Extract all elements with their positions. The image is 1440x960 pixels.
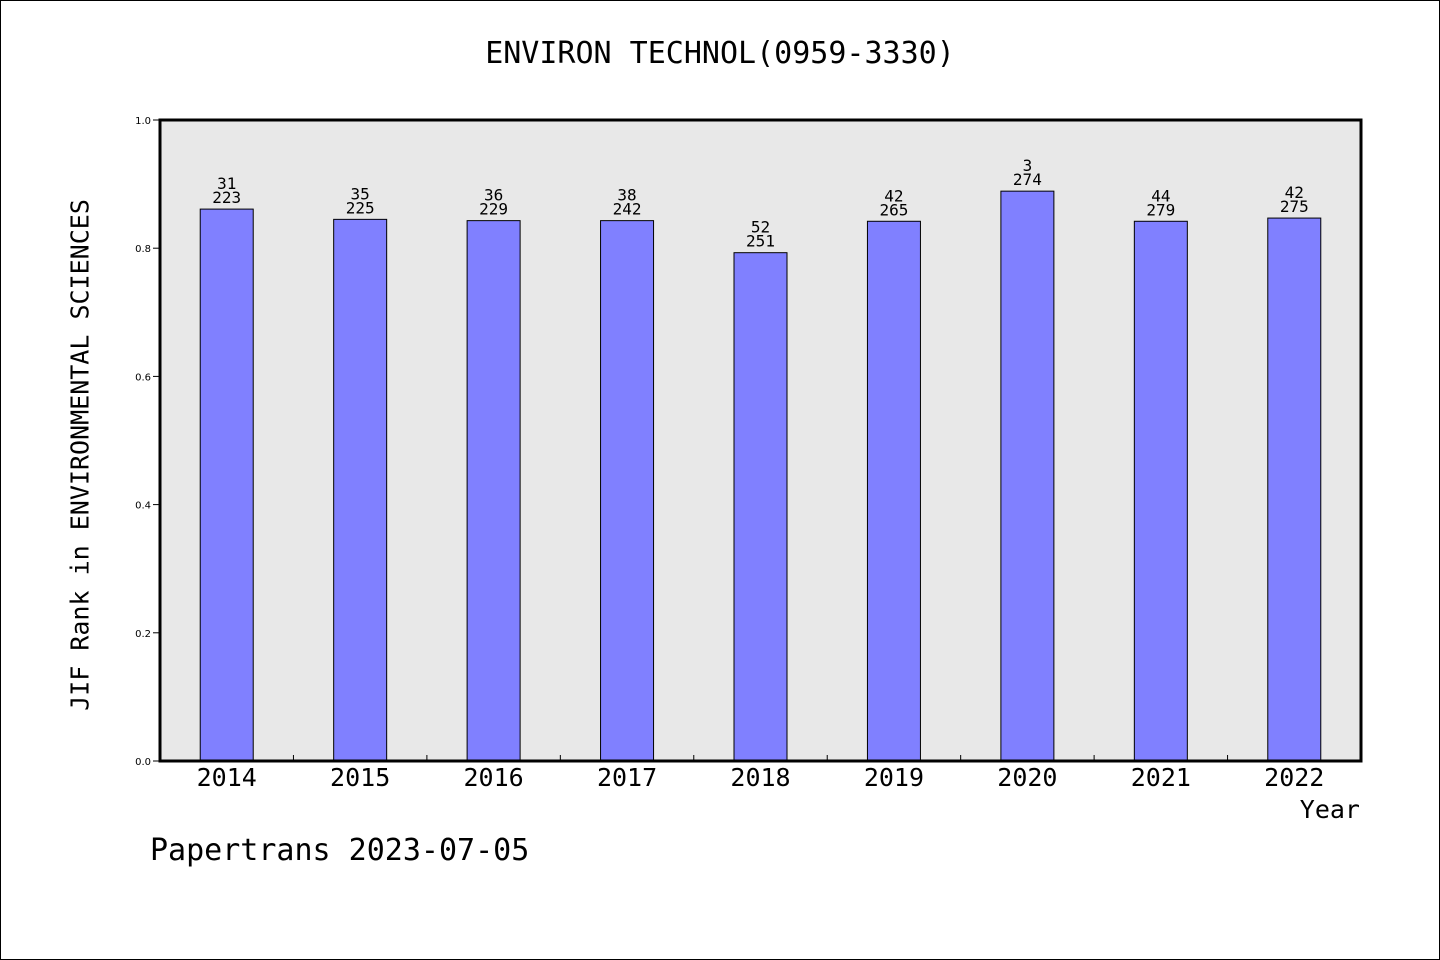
x-tick-label: 2018 bbox=[730, 763, 790, 792]
x-tick-label: 2017 bbox=[597, 763, 657, 792]
bar bbox=[466, 220, 521, 762]
x-axis-ticks: 2014 2015 2016 2017 2018 2019 2020 2021 2022 bbox=[197, 755, 1324, 792]
bar-total-label: 275 bbox=[1280, 197, 1309, 216]
x-tick-label: 2015 bbox=[330, 763, 390, 792]
bar-total-label: 274 bbox=[1013, 170, 1042, 189]
bar-total-label: 229 bbox=[479, 200, 508, 219]
y-tick-label: 1.0 bbox=[135, 116, 151, 127]
bar-total-label: 251 bbox=[746, 232, 775, 251]
bar bbox=[600, 220, 655, 762]
bar-total-label: 223 bbox=[212, 188, 241, 207]
bar bbox=[1133, 220, 1188, 762]
y-tick-label: 0.8 bbox=[135, 244, 151, 255]
y-axis-ticks: 0.0 0.2 0.4 0.6 0.8 1.0 bbox=[135, 116, 160, 768]
bar-rank-label: 35 bbox=[351, 184, 370, 203]
bar bbox=[866, 220, 921, 762]
x-tick-label: 2022 bbox=[1264, 763, 1324, 792]
plot-border bbox=[158, 118, 1363, 763]
bar bbox=[199, 208, 254, 762]
bar-rank-label: 42 bbox=[1285, 183, 1304, 202]
bar bbox=[733, 252, 788, 762]
bar bbox=[333, 218, 388, 762]
y-tick-label: 0.2 bbox=[135, 629, 151, 640]
bar-rank-label: 38 bbox=[617, 186, 636, 205]
x-tick-label: 2014 bbox=[197, 763, 257, 792]
bars bbox=[199, 190, 1322, 762]
bar bbox=[1000, 190, 1055, 762]
bar-total-label: 242 bbox=[613, 200, 642, 219]
y-tick-label: 0.4 bbox=[135, 501, 151, 512]
bar bbox=[1267, 217, 1322, 762]
x-tick-label: 2020 bbox=[997, 763, 1057, 792]
bar-rank-label: 52 bbox=[751, 218, 770, 237]
bar-rank-label: 44 bbox=[1151, 186, 1170, 205]
bar-rank-label: 36 bbox=[484, 186, 503, 205]
footer-credit: Papertrans 2023-07-05 bbox=[150, 833, 530, 868]
bar-rank-label: 31 bbox=[217, 174, 236, 193]
y-tick-label: 0.0 bbox=[135, 757, 151, 768]
bar-total-label: 279 bbox=[1146, 200, 1175, 219]
x-tick-label: 2016 bbox=[464, 763, 524, 792]
bar-rank-label: 42 bbox=[884, 186, 903, 205]
bar-total-label: 265 bbox=[879, 200, 908, 219]
y-tick-label: 0.6 bbox=[135, 372, 151, 383]
bar-rank-label: 3 bbox=[1023, 156, 1033, 175]
bar-total-label: 225 bbox=[346, 198, 375, 217]
chart-title: ENVIRON TECHNOL(0959-3330) bbox=[485, 36, 955, 71]
x-axis-label: Year bbox=[1299, 795, 1360, 824]
x-tick-label: 2021 bbox=[1131, 763, 1191, 792]
x-tick-label: 2019 bbox=[864, 763, 924, 792]
